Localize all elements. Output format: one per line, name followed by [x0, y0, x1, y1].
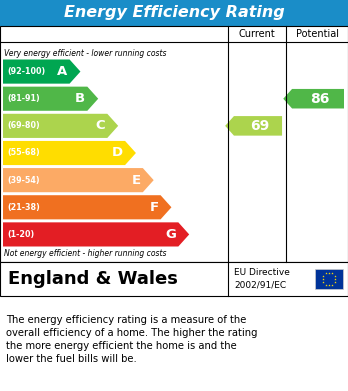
Text: F: F	[149, 201, 159, 214]
Text: The energy efficiency rating is a measure of the
overall efficiency of a home. T: The energy efficiency rating is a measur…	[6, 315, 258, 364]
Text: (21-38): (21-38)	[7, 203, 40, 212]
Text: Not energy efficient - higher running costs: Not energy efficient - higher running co…	[4, 249, 166, 258]
Text: Energy Efficiency Rating: Energy Efficiency Rating	[64, 5, 284, 20]
Text: (1-20): (1-20)	[7, 230, 34, 239]
Polygon shape	[225, 116, 282, 136]
Polygon shape	[3, 141, 136, 165]
Bar	[315, 269, 343, 289]
Text: B: B	[75, 92, 85, 105]
Text: (92-100): (92-100)	[7, 67, 45, 76]
Text: 2002/91/EC: 2002/91/EC	[234, 281, 286, 290]
Text: (81-91): (81-91)	[7, 94, 40, 103]
Text: EU Directive: EU Directive	[234, 268, 290, 277]
Text: (55-68): (55-68)	[7, 149, 40, 158]
Text: Potential: Potential	[295, 29, 339, 39]
Text: (39-54): (39-54)	[7, 176, 40, 185]
Text: England & Wales: England & Wales	[8, 270, 178, 288]
Text: Current: Current	[239, 29, 275, 39]
Polygon shape	[3, 59, 80, 84]
Polygon shape	[3, 222, 189, 246]
Bar	[0, 0, 348, 26]
Polygon shape	[3, 168, 154, 192]
Text: D: D	[112, 147, 123, 160]
Text: 86: 86	[310, 92, 330, 106]
Bar	[0, 26, 348, 262]
Polygon shape	[3, 114, 118, 138]
Text: C: C	[96, 119, 105, 133]
Bar	[0, 262, 348, 296]
Text: 69: 69	[250, 119, 270, 133]
Polygon shape	[3, 87, 98, 111]
Polygon shape	[3, 195, 172, 219]
Text: (69-80): (69-80)	[7, 121, 40, 130]
Text: Very energy efficient - lower running costs: Very energy efficient - lower running co…	[4, 48, 166, 57]
Text: A: A	[57, 65, 68, 78]
Polygon shape	[283, 89, 344, 108]
Text: G: G	[165, 228, 176, 241]
Text: E: E	[132, 174, 141, 187]
